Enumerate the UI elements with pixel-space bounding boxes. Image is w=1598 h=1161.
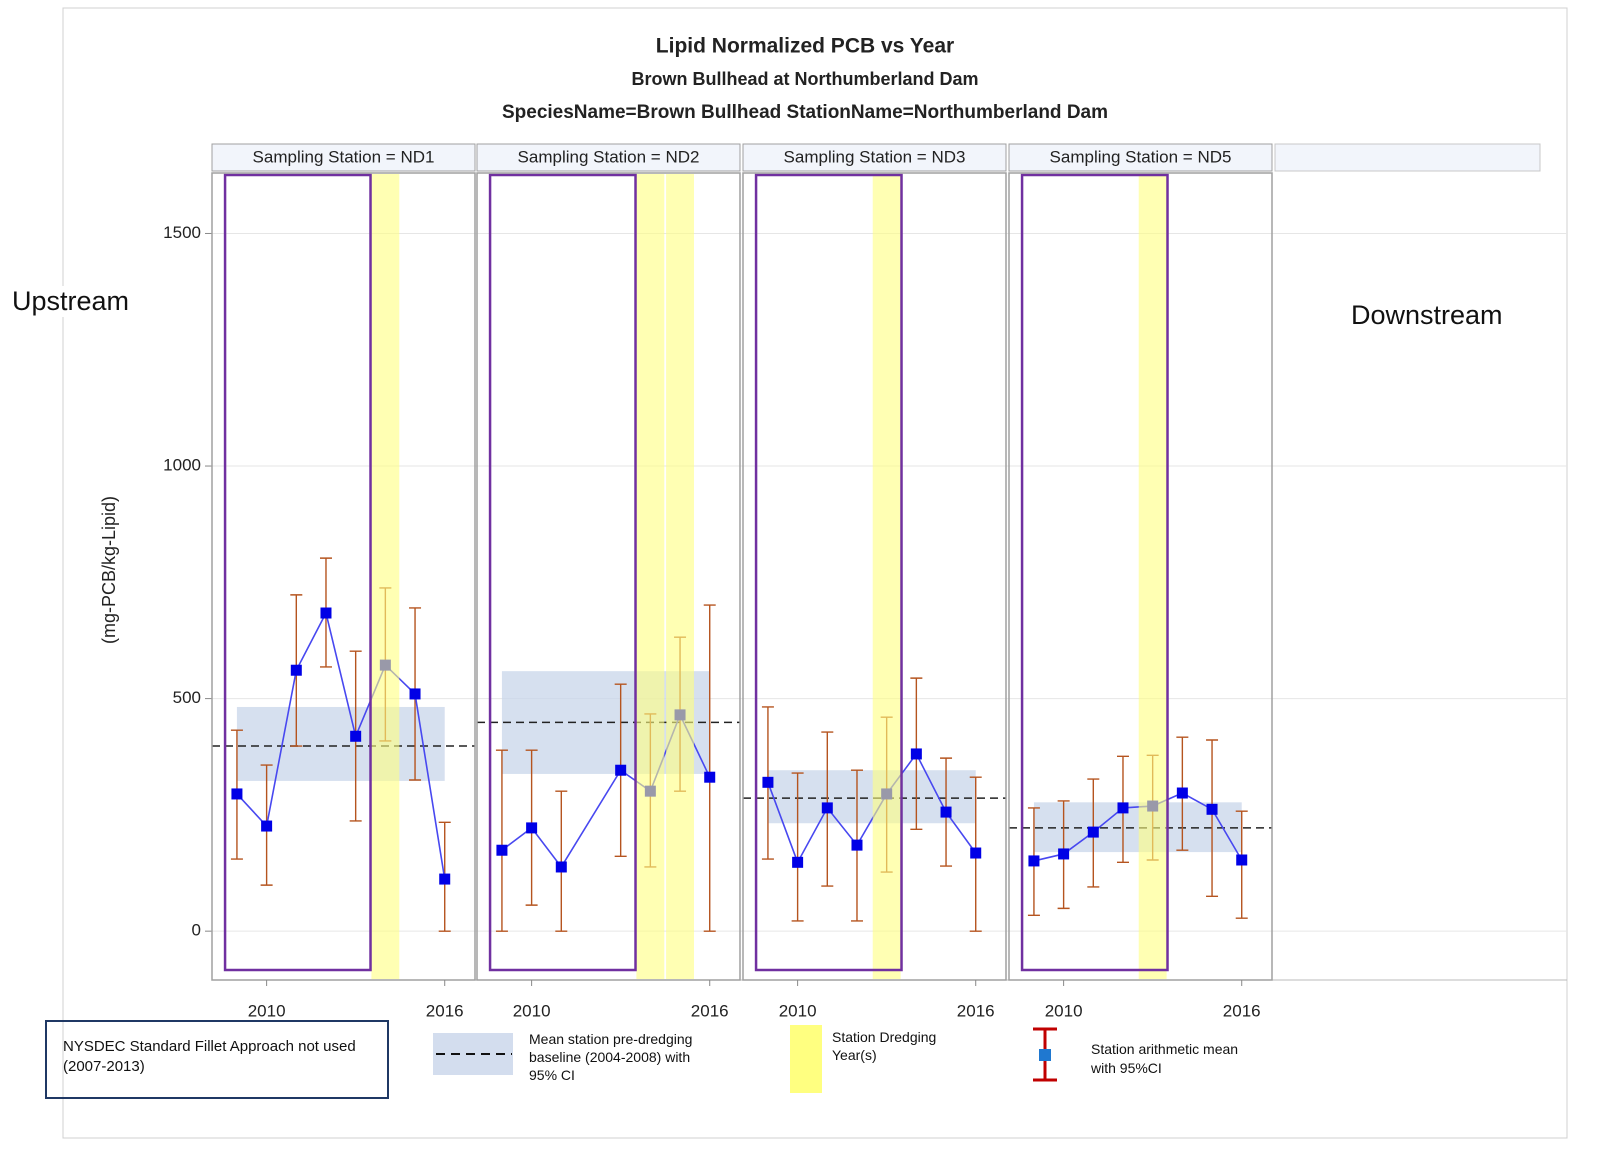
x-tick-label: 2010 — [1045, 1001, 1083, 1020]
legend-marker-icon — [1039, 1049, 1051, 1061]
chart-subtitle: Brown Bullhead at Northumberland Dam — [631, 69, 978, 89]
y-tick-label: 1500 — [163, 223, 201, 242]
chart-title: Lipid Normalized PCB vs Year — [656, 35, 954, 58]
dredging-year — [872, 174, 901, 979]
mean-marker — [792, 856, 804, 868]
error-bar — [791, 772, 804, 922]
outer-frame — [62, 7, 1568, 1139]
mean-marker — [1206, 803, 1218, 815]
mean-marker — [1058, 848, 1070, 860]
panel-frame — [476, 172, 741, 981]
mean-marker — [704, 771, 716, 783]
mean-marker — [320, 607, 332, 619]
panel-title: Sampling Station = ND1 — [253, 147, 435, 166]
fillet-box — [1020, 173, 1169, 972]
chart-subtitle: SpeciesName=Brown Bullhead StationName=N… — [502, 102, 1108, 123]
panel-title: Sampling Station = ND3 — [784, 147, 966, 166]
y-tick-label: 1000 — [163, 456, 201, 475]
fillet-box — [223, 173, 372, 972]
mean-marker — [526, 822, 538, 834]
mean-marker — [1117, 802, 1129, 814]
y-tick-label: 0 — [192, 921, 201, 940]
mean-marker — [350, 730, 362, 742]
x-tick-label: 2016 — [1223, 1001, 1261, 1020]
mean-marker — [231, 788, 243, 800]
panel-header — [476, 143, 741, 172]
panel-title: Sampling Station = ND5 — [1050, 147, 1232, 166]
mean-marker — [261, 820, 273, 832]
mean-marker — [821, 802, 833, 814]
panel-header — [1008, 143, 1273, 172]
panel-header — [211, 143, 476, 172]
x-tick-label: 2016 — [426, 1001, 464, 1020]
mean-marker — [409, 688, 421, 700]
dredging-year — [666, 174, 694, 979]
legend-baseline: Mean station pre-dredging baseline (2004… — [529, 1031, 693, 1083]
y-axis-label: (mg-PCB/kg-Lipid) — [99, 496, 119, 644]
fillet-box — [754, 173, 903, 972]
error-bar — [555, 790, 568, 932]
panel-frame — [1008, 172, 1273, 981]
fillet-box — [488, 173, 637, 972]
legend-mean: Station arithmetic mean with 95%CI — [1091, 1041, 1239, 1076]
x-tick-label: 2010 — [513, 1001, 551, 1020]
x-tick-label: 2010 — [779, 1001, 817, 1020]
dredging-year — [1138, 174, 1167, 979]
mean-marker — [970, 847, 982, 859]
mean-marker — [910, 748, 922, 760]
legend-fillet: NYSDEC Standard Fillet Approach not used… — [45, 1020, 389, 1099]
panel-frame — [742, 172, 1007, 981]
mean-marker — [439, 873, 451, 885]
annotation: Downstream — [1349, 300, 1505, 331]
mean-marker — [1176, 787, 1188, 799]
x-tick-label: 2016 — [691, 1001, 729, 1020]
error-bar — [495, 749, 508, 932]
panel-title: Sampling Station = ND2 — [518, 147, 700, 166]
mean-marker — [1087, 826, 1099, 838]
dredging-year — [636, 174, 665, 979]
panel-frame — [211, 172, 476, 981]
mean-marker — [940, 806, 952, 818]
mean-marker — [496, 844, 508, 856]
error-bar — [703, 604, 716, 932]
panel-header — [742, 143, 1007, 172]
legend-dredge-icon — [790, 1025, 822, 1093]
empty-header — [1274, 143, 1541, 172]
y-tick-label: 500 — [173, 688, 201, 707]
error-bar — [1206, 739, 1219, 897]
annotation: Upstream — [10, 286, 132, 317]
dredging-year — [371, 174, 400, 979]
mean-marker — [555, 861, 567, 873]
mean-marker — [290, 664, 302, 676]
mean-marker — [762, 776, 774, 788]
mean-marker — [1236, 854, 1248, 866]
mean-line — [767, 752, 977, 865]
x-tick-label: 2010 — [248, 1001, 286, 1020]
mean-marker — [615, 764, 627, 776]
legend-dredging: Station Dredging Year(s) — [832, 1029, 937, 1063]
mean-marker — [1028, 855, 1040, 867]
baseline-ci-band — [236, 706, 445, 781]
mean-marker — [851, 839, 863, 851]
x-tick-label: 2016 — [957, 1001, 995, 1020]
